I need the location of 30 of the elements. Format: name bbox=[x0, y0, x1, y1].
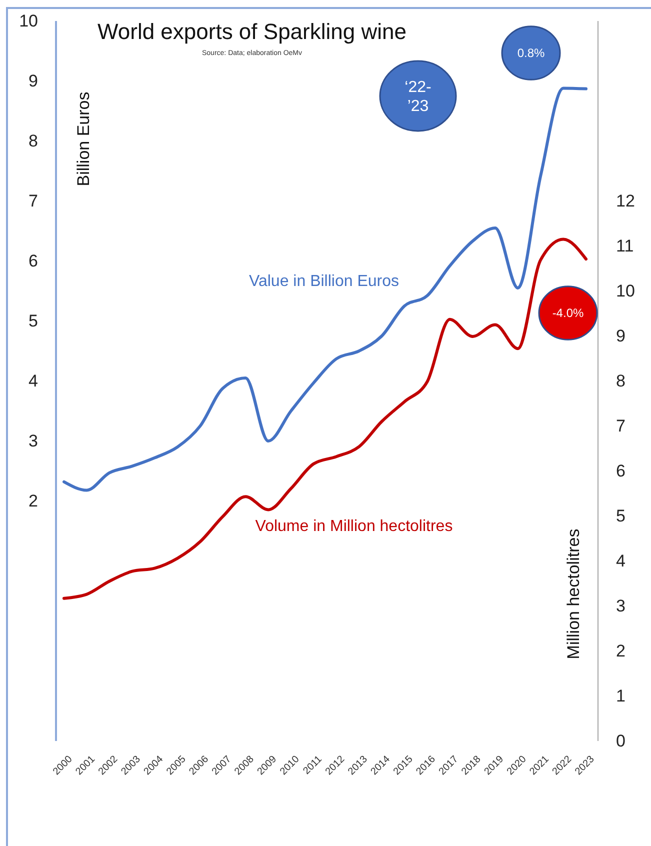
y2-tick-label: 4 bbox=[616, 551, 626, 570]
y2-axis-title: Million hectolitres bbox=[564, 528, 583, 660]
series-label: Volume in Million hectolitres bbox=[255, 518, 453, 535]
annotation: 0.8% bbox=[517, 46, 545, 60]
y2-tick-label: 10 bbox=[616, 281, 635, 300]
y2-tick-label: 6 bbox=[616, 461, 626, 480]
y2-tick-label: 3 bbox=[616, 596, 626, 616]
y2-tick-label: 0 bbox=[616, 731, 626, 750]
y2-tick-label: 7 bbox=[616, 416, 626, 436]
annotation: ‘22-’23 bbox=[404, 79, 432, 116]
y-tick-label: 10 bbox=[19, 11, 38, 30]
y-axis-title: Billion Euros bbox=[74, 92, 93, 186]
series-label: Value in Billion Euros bbox=[248, 273, 400, 290]
y-tick-label: 3 bbox=[28, 431, 38, 450]
y2-tick-label: 12 bbox=[616, 191, 635, 210]
y-tick-label: 8 bbox=[28, 131, 38, 150]
annotation: -4.0% bbox=[552, 306, 584, 320]
y2-tick-label: 9 bbox=[616, 326, 626, 346]
y-tick-label: 4 bbox=[28, 371, 38, 390]
y2-tick-label: 8 bbox=[616, 371, 626, 390]
chart-title: World exports of Sparkling wine bbox=[98, 19, 406, 44]
y2-tick-label: 1 bbox=[616, 686, 626, 706]
y-tick-label: 5 bbox=[28, 311, 38, 330]
y-tick-label: 2 bbox=[28, 491, 38, 510]
y2-tick-label: 5 bbox=[616, 506, 626, 526]
y2-tick-label: 2 bbox=[616, 641, 626, 660]
y-tick-label: 7 bbox=[28, 191, 38, 210]
y2-tick-label: 11 bbox=[616, 236, 634, 256]
y-tick-label: 9 bbox=[28, 71, 38, 90]
y-tick-label: 6 bbox=[28, 251, 38, 270]
